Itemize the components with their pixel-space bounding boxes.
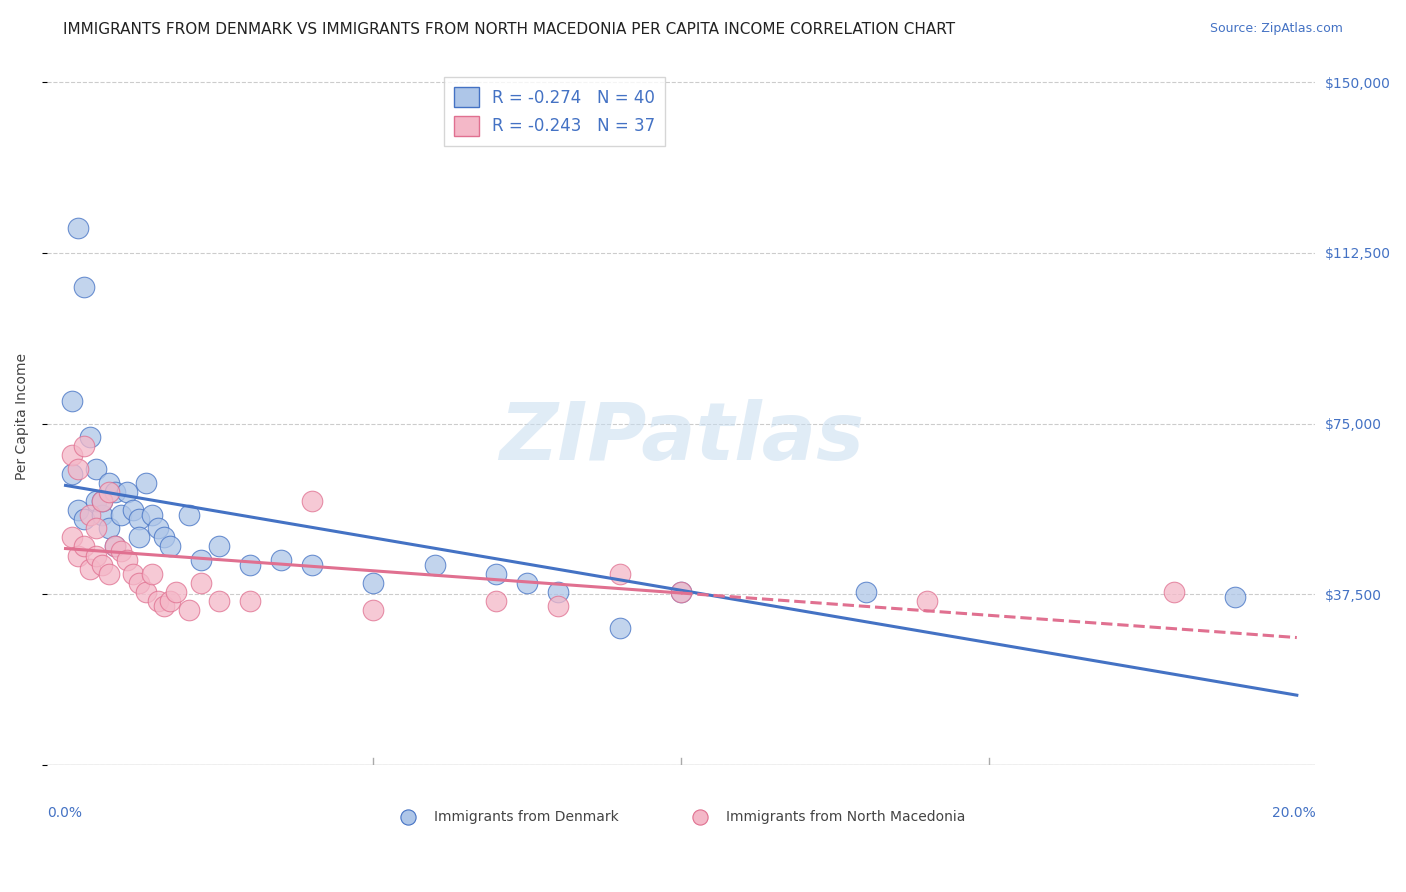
Point: [208, 594, 231, 608]
Point: [122, 503, 145, 517]
Point: [301, 558, 323, 572]
Point: [485, 594, 508, 608]
Point: [516, 575, 538, 590]
Text: 20.0%: 20.0%: [1271, 806, 1315, 820]
Point: [363, 603, 385, 617]
Point: [609, 621, 631, 635]
Point: [128, 512, 150, 526]
Point: [122, 566, 145, 581]
Point: [239, 594, 262, 608]
Point: [153, 599, 176, 613]
Point: [153, 530, 176, 544]
Point: [104, 484, 127, 499]
Text: 0.0%: 0.0%: [46, 806, 82, 820]
Point: [66, 503, 89, 517]
Point: [97, 521, 120, 535]
Point: [301, 494, 323, 508]
Point: [91, 558, 114, 572]
Point: [547, 585, 569, 599]
Point: [73, 540, 96, 554]
Point: [97, 475, 120, 490]
Point: [60, 530, 83, 544]
Point: [1225, 590, 1247, 604]
Point: [609, 566, 631, 581]
Point: [363, 575, 385, 590]
Point: [97, 484, 120, 499]
Point: [79, 430, 101, 444]
Point: [60, 393, 83, 408]
Point: [669, 585, 692, 599]
Point: [128, 575, 150, 590]
Point: [177, 508, 200, 522]
Point: [190, 575, 212, 590]
Point: [84, 494, 107, 508]
Text: Immigrants from Denmark: Immigrants from Denmark: [434, 810, 619, 824]
Point: [60, 449, 83, 463]
Point: [79, 508, 101, 522]
Point: [146, 521, 169, 535]
Point: [135, 475, 157, 490]
Point: [190, 553, 212, 567]
Point: [84, 462, 107, 476]
Point: [91, 508, 114, 522]
Legend: R = -0.274   N = 40, R = -0.243   N = 37: R = -0.274 N = 40, R = -0.243 N = 37: [444, 77, 665, 146]
Point: [91, 494, 114, 508]
Point: [208, 540, 231, 554]
Point: [177, 603, 200, 617]
Point: [1163, 585, 1185, 599]
Text: Source: ZipAtlas.com: Source: ZipAtlas.com: [1209, 22, 1343, 36]
Point: [104, 540, 127, 554]
Point: [917, 594, 939, 608]
Point: [73, 439, 96, 453]
Point: [104, 540, 127, 554]
Point: [270, 553, 292, 567]
Point: [547, 599, 569, 613]
Point: [159, 594, 181, 608]
Point: [669, 585, 692, 599]
Point: [141, 566, 163, 581]
Point: [159, 540, 181, 554]
Point: [66, 462, 89, 476]
Text: IMMIGRANTS FROM DENMARK VS IMMIGRANTS FROM NORTH MACEDONIA PER CAPITA INCOME COR: IMMIGRANTS FROM DENMARK VS IMMIGRANTS FR…: [63, 22, 956, 37]
Point: [146, 594, 169, 608]
Point: [141, 508, 163, 522]
Point: [66, 549, 89, 563]
Point: [165, 585, 187, 599]
Point: [73, 512, 96, 526]
Point: [110, 544, 132, 558]
Point: [66, 220, 89, 235]
Point: [239, 558, 262, 572]
Point: [128, 530, 150, 544]
Point: [84, 521, 107, 535]
Point: [79, 562, 101, 576]
Point: [97, 566, 120, 581]
Point: [73, 280, 96, 294]
Point: [110, 508, 132, 522]
Text: ZIPatlas: ZIPatlas: [499, 399, 863, 476]
Point: [423, 558, 446, 572]
Y-axis label: Per Capita Income: Per Capita Income: [15, 353, 30, 480]
Point: [84, 549, 107, 563]
Point: [115, 484, 138, 499]
Point: [485, 566, 508, 581]
Point: [91, 494, 114, 508]
Point: [60, 467, 83, 481]
Point: [115, 553, 138, 567]
Point: [135, 585, 157, 599]
Point: [855, 585, 877, 599]
Text: Immigrants from North Macedonia: Immigrants from North Macedonia: [725, 810, 965, 824]
